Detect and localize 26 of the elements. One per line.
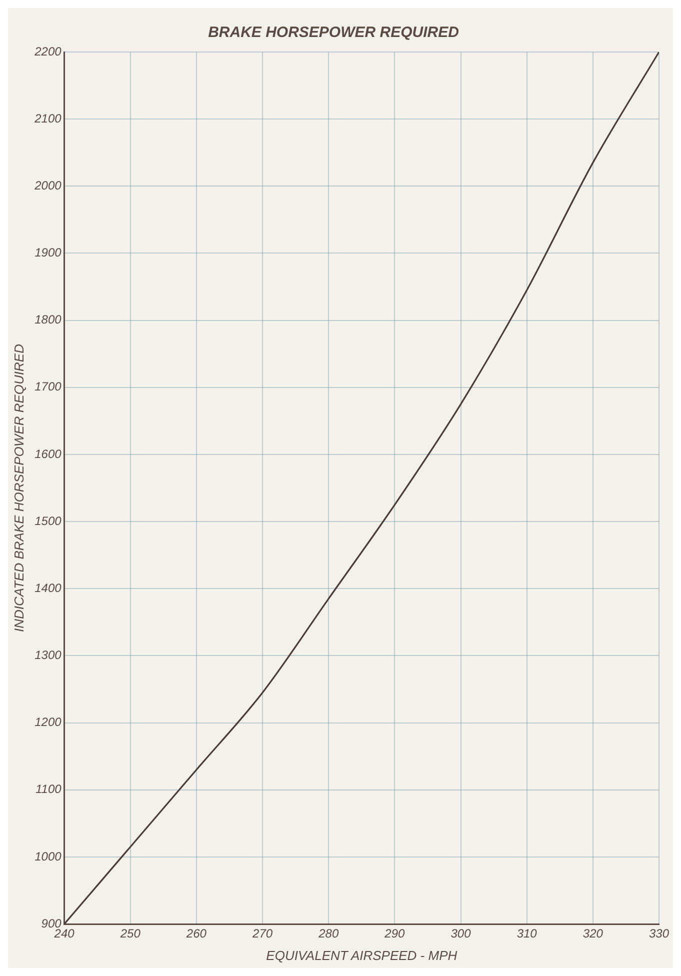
line-series [64,52,659,924]
chart-title: BRAKE HORSEPOWER REQUIRED [208,24,460,42]
y-tick-label: 1200 [34,715,62,730]
x-tick-label: 260 [185,926,207,941]
x-tick-label: 320 [582,926,604,941]
x-axis-title: EQUIVALENT AIRSPEED - MPH [266,948,458,963]
x-tick-label: 290 [384,926,406,941]
y-tick-label: 2200 [34,44,62,58]
y-axis-title: INDICATED BRAKE HORSEPOWER REQUIRED [11,344,26,632]
y-tick-label: 1900 [34,246,62,260]
y-tick-label: 1700 [34,380,62,394]
y-tick-label: 1000 [34,849,62,864]
x-tick-label: 250 [119,926,141,941]
x-tick-label: 310 [516,926,538,941]
y-tick-label: 1600 [34,446,62,461]
y-tick-label: 1300 [34,648,62,662]
y-tick-label: 1100 [35,782,62,796]
y-tick-label: 2000 [34,178,62,192]
y-tick-label: 1500 [34,514,62,528]
x-tick-label: 330 [648,926,670,941]
y-tick-label: 1400 [34,580,62,595]
y-tick-label: 1800 [34,312,62,327]
x-tick-label: 270 [252,926,273,941]
x-tick-label: 300 [450,926,472,941]
x-tick-label: 280 [318,926,339,941]
y-tick-label: 2100 [34,111,62,126]
